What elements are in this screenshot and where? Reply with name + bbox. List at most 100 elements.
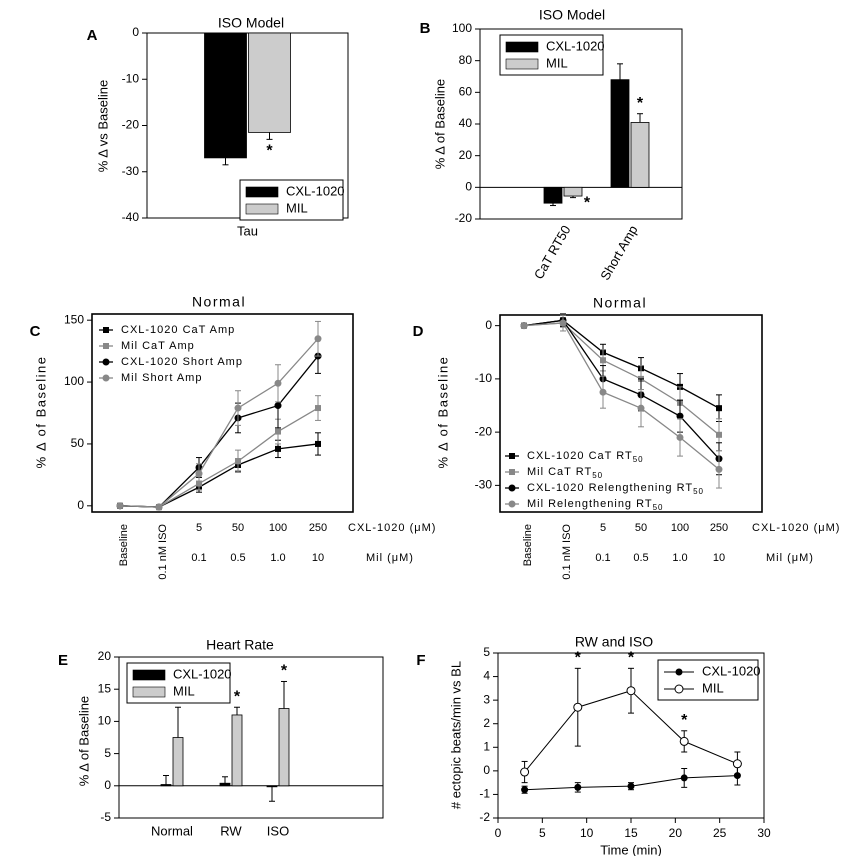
- legend-label-F: MIL: [702, 680, 724, 695]
- legend-swatch-E: [132, 686, 166, 698]
- y-tick-label-F: 3: [483, 692, 490, 706]
- data-point-F: [520, 767, 530, 777]
- x-tick-label-F: 5: [539, 826, 546, 840]
- data-point-D: [676, 433, 684, 441]
- panel-label-B: B: [420, 20, 431, 37]
- x-tick-label-F: 0: [495, 826, 502, 840]
- y-axis-label-E: % Δ of Baseline: [76, 696, 91, 786]
- bar-A: [204, 32, 247, 159]
- legend-label-D: Mil Relengthening RT50: [527, 498, 663, 512]
- y-tick-label-F: 4: [483, 669, 490, 683]
- legend-marker-C: [103, 327, 109, 333]
- y-tick-label-E: 20: [98, 649, 112, 663]
- cxl-dose-label-C: 50: [232, 522, 244, 534]
- data-point-C: [275, 428, 281, 435]
- chart-title-F: RW and ISO: [575, 634, 653, 650]
- chart-title-D: Normal: [593, 295, 647, 311]
- y-tick-label-B: 100: [452, 21, 472, 35]
- cxl-dose-label-D: 250: [710, 522, 728, 534]
- legend-subscript-D: 50: [653, 503, 664, 512]
- panel-label-E: E: [58, 652, 68, 669]
- data-point-F: [626, 686, 636, 696]
- y-tick-label-F: 5: [483, 645, 490, 659]
- y-tick-label-E: 10: [98, 714, 112, 728]
- panel-label-A: A: [87, 27, 98, 44]
- cxl-dose-label-C: 100: [269, 522, 287, 534]
- data-point-D: [520, 322, 528, 330]
- y-tick-label-F: 2: [483, 716, 490, 730]
- chart-title-A: ISO Model: [218, 15, 284, 31]
- y-tick-label-B: 0: [465, 180, 472, 194]
- y-tick-label-B: 60: [459, 85, 473, 99]
- series-line-D: [523, 319, 720, 460]
- y-tick-label-B: 40: [459, 116, 473, 130]
- y-tick-label-F: 0: [483, 763, 490, 777]
- data-point-C: [195, 470, 203, 478]
- data-point-F: [574, 783, 582, 791]
- data-point-C: [274, 402, 282, 410]
- x-tick-label-F: 30: [757, 826, 771, 840]
- legend-label-E: MIL: [173, 683, 195, 698]
- data-point-F: [521, 786, 529, 794]
- x-tick-label-F: 10: [580, 826, 594, 840]
- series-line-C: [119, 338, 319, 508]
- x-tick-label-F: 25: [713, 826, 727, 840]
- legend-subscript-D: 50: [693, 487, 704, 496]
- legend-marker-D: [509, 453, 515, 459]
- data-point-C: [155, 503, 163, 511]
- mil-units-label-D: Mil (μM): [766, 552, 814, 564]
- y-tick-label-A: -40: [122, 210, 140, 224]
- y-tick-label-B: 20: [459, 148, 473, 162]
- legend-swatch-B: [505, 41, 539, 53]
- sig-marker-F: *: [628, 650, 635, 667]
- x-tick-label-E: ISO: [267, 823, 289, 838]
- legend-marker-F: [674, 684, 684, 694]
- x-tick-label-E: RW: [220, 823, 242, 838]
- mil-dose-label-D: 1.0: [672, 552, 687, 564]
- data-point-D: [599, 388, 607, 396]
- y-tick-label-D: 0: [485, 318, 492, 332]
- y-tick-label-E: 0: [104, 778, 111, 792]
- x-tick-label-F: 20: [669, 826, 683, 840]
- bar-B: [630, 122, 650, 188]
- data-point-D: [559, 319, 567, 327]
- mil-dose-label-C: 1.0: [270, 552, 285, 564]
- series-line-D: [523, 319, 720, 409]
- y-tick-label-F: -2: [479, 810, 490, 824]
- y-tick-label-B: 80: [459, 53, 473, 67]
- legend-label-C: Mil CaT Amp: [121, 340, 195, 352]
- y-tick-label-F: 1: [483, 739, 490, 753]
- mil-dose-label-C: 0.5: [230, 552, 245, 564]
- series-line-C: [119, 443, 319, 508]
- bar-B: [543, 186, 563, 204]
- x-tick-label-A: Tau: [237, 223, 258, 238]
- data-point-C: [234, 404, 242, 412]
- plot-frame-C: [91, 313, 354, 513]
- y-axis-label-B: % Δ of Baseline: [432, 79, 447, 169]
- legend-marker-D: [508, 484, 516, 492]
- legend-subscript-D: 50: [633, 455, 644, 464]
- legend-marker-C: [102, 374, 110, 382]
- bar-A: [248, 32, 291, 133]
- data-point-C: [315, 440, 321, 447]
- x-tick-label-C: 0.1 nM ISO: [157, 524, 169, 580]
- legend-marker-D: [508, 500, 516, 508]
- y-tick-label-E: -5: [100, 810, 111, 824]
- data-point-D: [716, 431, 722, 438]
- y-tick-label-E: 5: [104, 746, 111, 760]
- legend-marker-F: [675, 668, 683, 676]
- data-point-C: [275, 445, 281, 452]
- legend-label-D: CXL-1020 Relengthening RT50: [527, 482, 704, 496]
- cxl-units-label-C: CXL-1020 (μM): [348, 522, 436, 534]
- x-tick-label-D: Baseline: [522, 524, 534, 566]
- sig-marker-F: *: [575, 650, 582, 667]
- data-point-F: [679, 736, 689, 746]
- cxl-dose-label-D: 5: [600, 522, 606, 534]
- series-line-C: [119, 407, 319, 508]
- data-point-F: [732, 759, 742, 769]
- chart-title-C: Normal: [192, 294, 246, 310]
- y-tick-label-A: -10: [122, 71, 140, 85]
- legend-label-B: MIL: [546, 55, 568, 70]
- y-axis-label-A: % Δ vs Baseline: [95, 80, 110, 173]
- legend-swatch-E: [132, 669, 166, 681]
